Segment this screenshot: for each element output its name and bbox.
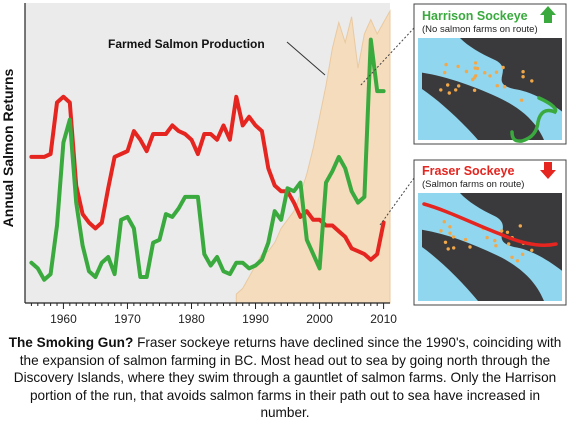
salmon-farm-dot bbox=[439, 88, 443, 92]
caption-lead: The Smoking Gun? bbox=[8, 335, 134, 350]
callout-leader bbox=[379, 177, 415, 226]
map-callouts-layer: Harrison Sockeye(No salmon farms on rout… bbox=[359, 3, 567, 306]
farmed-salmon-area-layer bbox=[235, 9, 391, 304]
salmon-farm-dot bbox=[485, 235, 489, 240]
salmon-farm-dot bbox=[468, 245, 472, 249]
callout-subtitle: (Salmon farms on route) bbox=[422, 179, 524, 190]
x-tick-label: 1990 bbox=[242, 312, 269, 326]
salmon-farm-dot bbox=[475, 66, 480, 71]
salmon-farm-dot bbox=[502, 85, 507, 89]
salmon-farm-dot bbox=[456, 64, 460, 69]
vancouver-island bbox=[422, 72, 544, 140]
salmon-farm-dot bbox=[443, 240, 448, 244]
callout-leader bbox=[359, 27, 415, 87]
mainland bbox=[460, 38, 562, 112]
salmon-farm-dot bbox=[510, 255, 514, 259]
callout-subtitle: (No salmon farms on route) bbox=[422, 24, 538, 35]
fraser-sockeye-callout: Fraser Sockeye(Salmon farms on route) bbox=[379, 159, 567, 306]
salmon-farm-dot bbox=[494, 70, 499, 74]
x-tick-label: 1960 bbox=[50, 312, 77, 326]
x-tick-label: 2000 bbox=[306, 312, 333, 326]
salmon-farm-dot bbox=[474, 74, 478, 78]
salmon-farm-dot bbox=[448, 225, 452, 229]
salmon-farm-dot bbox=[463, 237, 468, 242]
caption-body: Fraser sockeye returns have declined sin… bbox=[13, 335, 562, 421]
salmon-farm-dot bbox=[446, 247, 450, 251]
salmon-farm-dot bbox=[442, 220, 446, 224]
salmon-farm-dot bbox=[454, 88, 458, 92]
chart: 1960 1970 1980 1990 2000 2010 Annual Salmon R… bbox=[0, 3, 567, 326]
salmon-farm-dot bbox=[500, 229, 504, 233]
salmon-farm-dot bbox=[457, 84, 461, 88]
axis-layer: 1960 1970 1980 1990 2000 2010 bbox=[24, 3, 397, 326]
harrison-sockeye-line bbox=[29, 37, 386, 282]
farmed-salmon-annotation-leader bbox=[286, 41, 326, 76]
salmon-farm-dot bbox=[493, 238, 497, 243]
trend-arrow-up-icon bbox=[540, 6, 556, 23]
callout-title: Harrison Sockeye bbox=[422, 9, 528, 23]
salmon-farm-dot bbox=[519, 98, 524, 102]
salmon-farm-dot bbox=[530, 79, 534, 83]
salmon-farm-dot bbox=[495, 84, 499, 88]
x-tick-label: 2010 bbox=[370, 312, 397, 326]
salmon-farm-dot bbox=[530, 248, 534, 252]
salmon-farm-dot bbox=[464, 69, 469, 74]
salmon-farm-dot bbox=[448, 231, 452, 235]
x-tick-label: 1980 bbox=[178, 312, 205, 326]
salmon-farm-dot bbox=[521, 70, 525, 74]
salmon-farm-dot bbox=[483, 71, 487, 75]
salmon-farm-dot bbox=[451, 235, 456, 239]
migration-route bbox=[422, 202, 558, 247]
salmon-farm-dot bbox=[520, 252, 525, 256]
salmon-farm-dot bbox=[507, 242, 511, 246]
x-tick-label: 1970 bbox=[114, 312, 141, 326]
salmon-farm-dot bbox=[515, 259, 520, 263]
series-layer bbox=[29, 37, 386, 282]
trend-arrow-down-icon bbox=[540, 162, 556, 179]
salmon-farm-dot bbox=[443, 70, 447, 75]
salmon-farm-dot bbox=[473, 61, 478, 65]
harrison-sockeye-callout: Harrison Sockeye(No salmon farms on rout… bbox=[359, 3, 567, 145]
salmon-farm-dot bbox=[439, 229, 443, 233]
mainland bbox=[460, 193, 562, 271]
salmon-farm-dot bbox=[494, 244, 498, 248]
salmon-farm-dot bbox=[447, 91, 451, 95]
callout-title: Fraser Sockeye bbox=[422, 164, 514, 178]
salmon-farm-dot bbox=[518, 224, 522, 228]
salmon-farm-dot bbox=[505, 230, 510, 234]
salmon-farm-dot bbox=[444, 62, 448, 67]
y-axis-label: Annual Salmon Returns bbox=[0, 68, 16, 227]
fraser-sockeye-line bbox=[29, 94, 386, 262]
figure-caption: The Smoking Gun? Fraser sockeye returns … bbox=[4, 334, 566, 422]
salmon-farm-dot bbox=[446, 83, 450, 87]
salmon-farm-dot bbox=[521, 75, 525, 79]
salmon-farm-dot bbox=[472, 88, 477, 93]
salmon-farm-dot bbox=[501, 65, 505, 70]
salmon-farm-dot bbox=[488, 74, 492, 78]
salmon-farm-dot bbox=[452, 246, 456, 250]
farmed-salmon-annotation: Farmed Salmon Production bbox=[108, 37, 265, 51]
farmed-salmon-area bbox=[235, 9, 391, 304]
migration-route bbox=[510, 96, 558, 143]
